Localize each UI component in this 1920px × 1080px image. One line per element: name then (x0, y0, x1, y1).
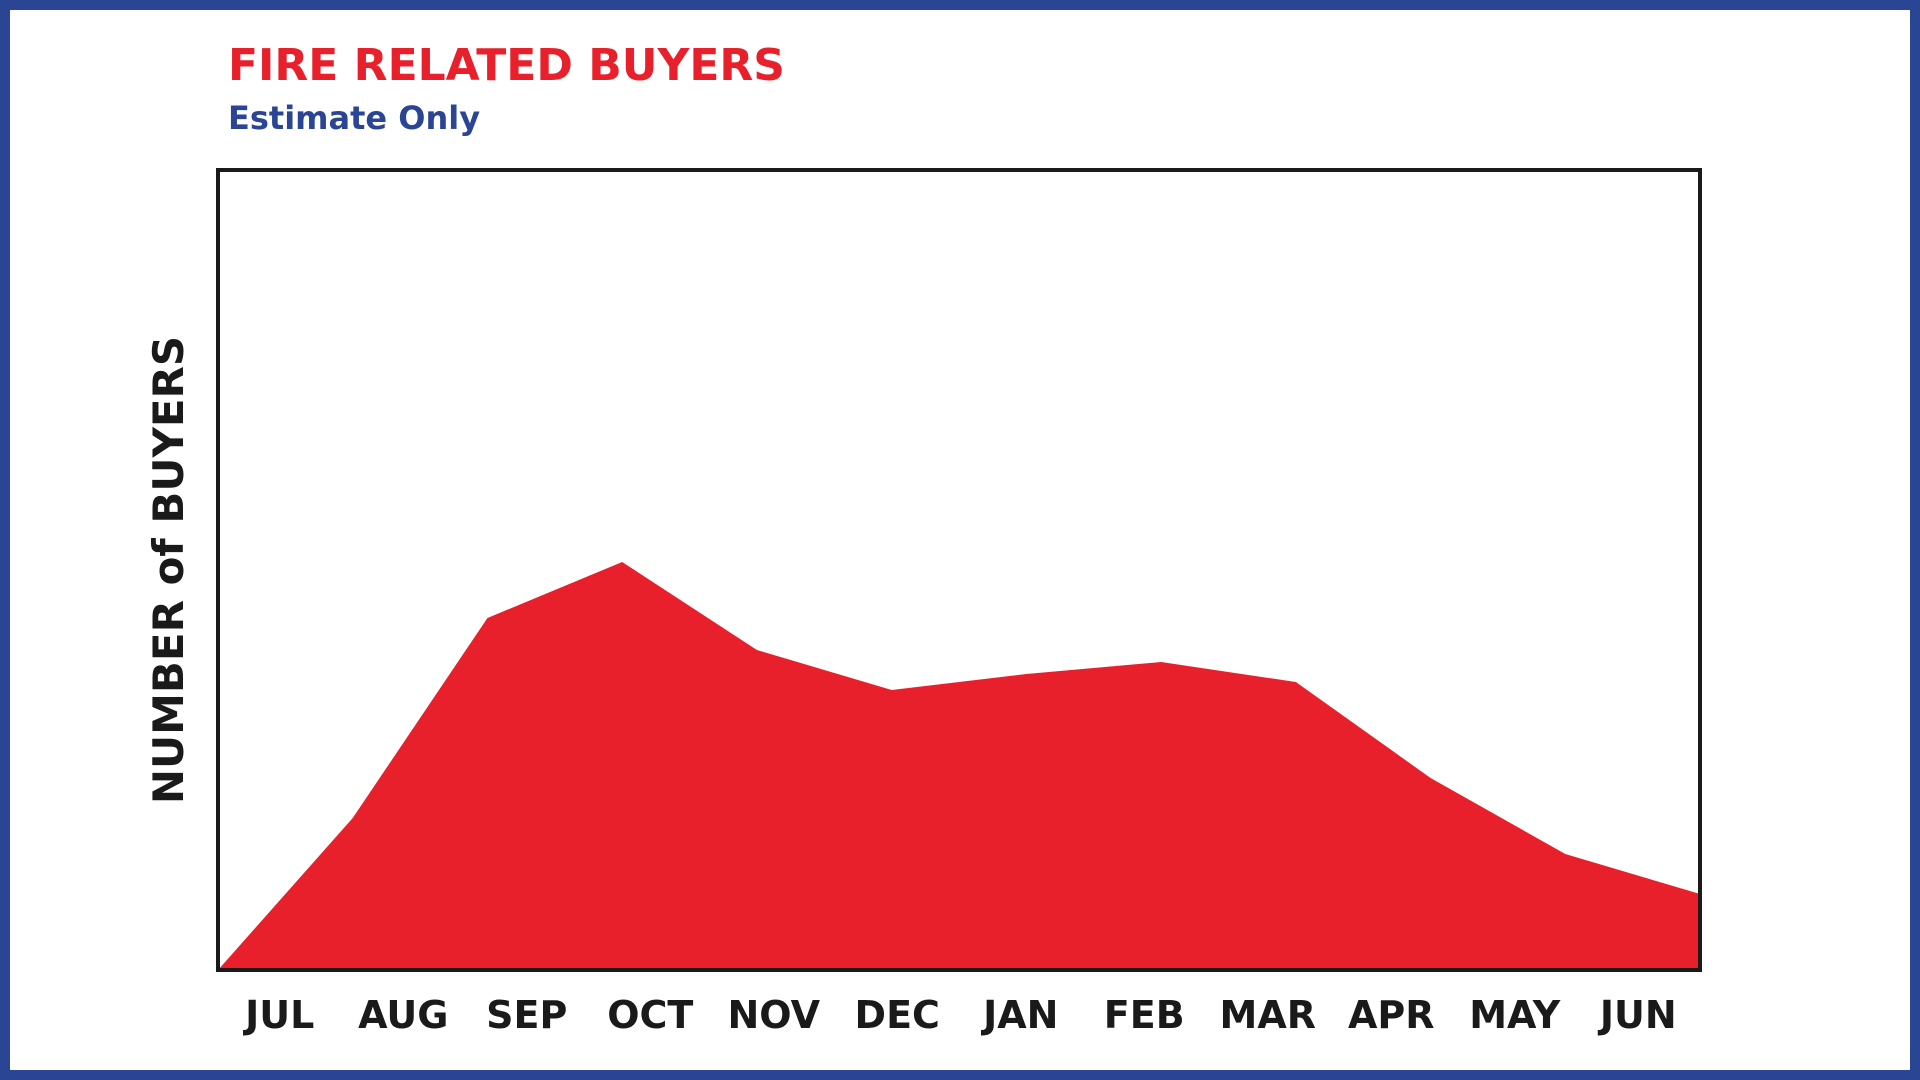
y-axis-label: NUMBER of BUYERS (144, 336, 193, 804)
x-tick-label-aug: AUG (358, 993, 448, 1037)
x-tick-label-jul: JUL (242, 993, 314, 1037)
x-tick-label-feb: FEB (1104, 993, 1185, 1037)
chart-title: FIRE RELATED BUYERS (228, 40, 785, 91)
x-tick-label-oct: OCT (607, 993, 693, 1037)
plot-frame (216, 168, 1702, 972)
x-tick-label-may: MAY (1469, 993, 1561, 1037)
x-tick-label-sep: SEP (486, 993, 567, 1037)
x-tick-label-mar: MAR (1220, 993, 1316, 1037)
x-axis-ticks: JUL AUG SEP OCT NOV DEC JAN FEB MAR APR MAY JUN (242, 993, 1677, 1037)
x-tick-label-dec: DEC (855, 993, 940, 1037)
x-tick-label-jan: JAN (980, 993, 1058, 1037)
x-tick-label-jun: JUN (1597, 993, 1677, 1037)
chart-subtitle: Estimate Only (228, 99, 481, 137)
x-tick-label-apr: APR (1348, 993, 1435, 1037)
x-tick-label-nov: NOV (728, 993, 821, 1037)
plot-area (218, 562, 1700, 970)
area-series (218, 562, 1700, 970)
